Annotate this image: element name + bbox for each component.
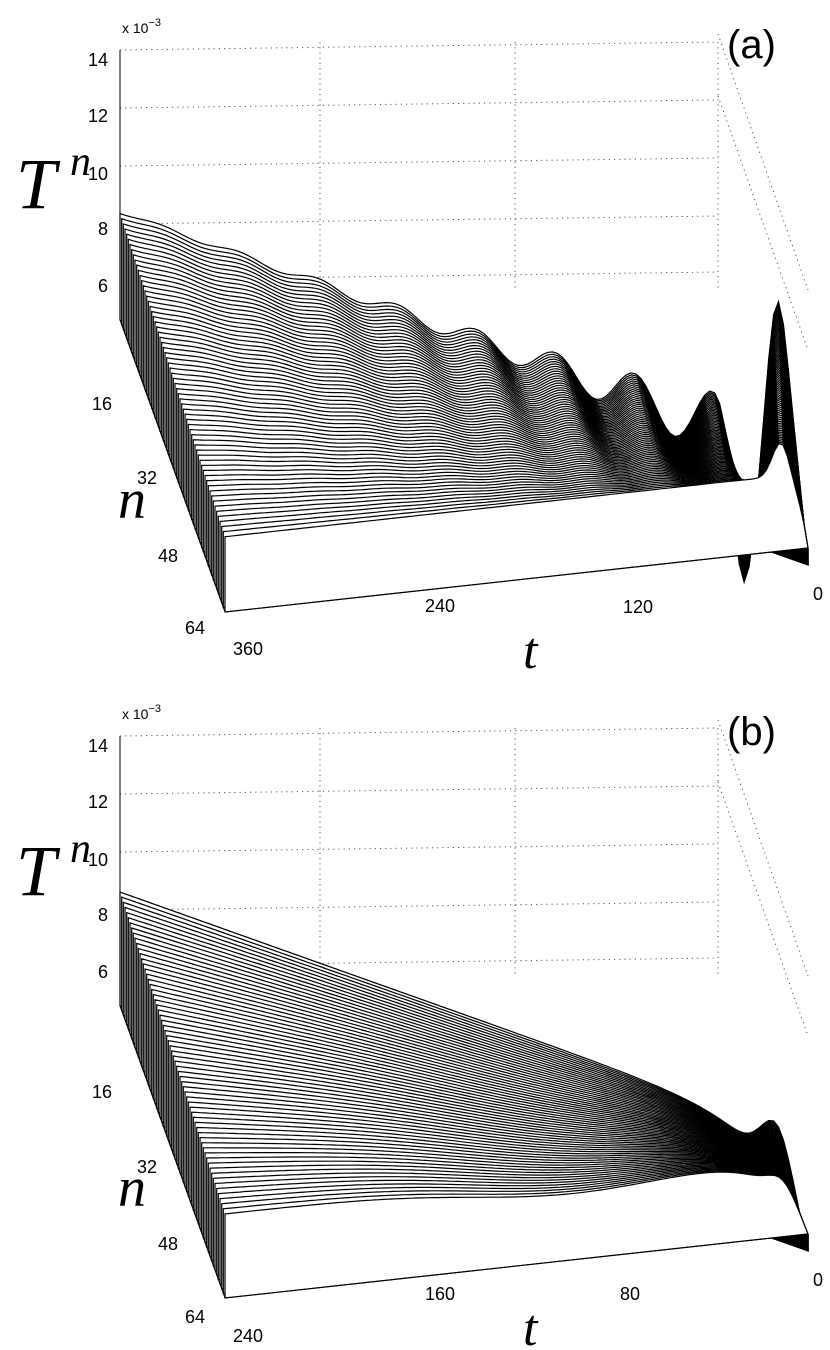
panel-b-grid-h-1 — [119, 785, 719, 795]
panel-b-n-tick-48: 48 — [158, 1234, 178, 1254]
panel-b-grid-diag — [717, 719, 809, 977]
panel-b-n-tick-64: 64 — [185, 1307, 205, 1327]
panel-b-trace-n64 — [224, 1171, 809, 1299]
panel-a-n-tick-64: 64 — [185, 618, 205, 638]
panel-b-z-multiplier: x 10−3 — [122, 703, 161, 722]
panel-a-depth-axis-label: n — [118, 469, 146, 531]
panel-a-t-axis — [224, 547, 809, 613]
panel-a-z-tick-14: 14 — [88, 50, 108, 70]
panel-a-y-axis-subscript: n — [70, 139, 91, 185]
panel-a-n-axis — [119, 319, 226, 613]
panel-b-n-tick-32: 32 — [137, 1157, 157, 1177]
panel-a-n-tick-32: 32 — [137, 468, 157, 488]
panel-b-t-tick-160: 160 — [425, 1284, 455, 1304]
panel-b-frame — [119, 736, 809, 1299]
panel-a-n-tick-48: 48 — [158, 546, 178, 566]
panel-b-n-axis — [119, 1005, 226, 1299]
panel-a-z-tick-10: 10 — [88, 164, 108, 184]
panel-a-z-tick-12: 12 — [88, 106, 108, 126]
panel-b-n-tick-16: 16 — [92, 1082, 112, 1102]
panel-a-y-axis-label: T — [16, 144, 61, 224]
panel-a-x-axis-label: t — [523, 623, 539, 680]
panel-a-z-tick-8: 8 — [98, 219, 108, 239]
panel-b-grid-h-2 — [119, 843, 719, 853]
panel-a-frame — [119, 50, 809, 613]
panel-a-grid-h-0 — [119, 41, 719, 51]
panel-a-grid-h-1 — [119, 99, 719, 109]
panel-b-grid-diag-2 — [717, 781, 809, 1037]
panel-a-n-tick-16: 16 — [92, 394, 112, 414]
panel-b-surface — [119, 891, 809, 1299]
panel-a-label: (a) — [727, 23, 776, 67]
panel-a: x 10−3 14 12 10 8 6 16 32 48 64 360 240 … — [16, 17, 823, 680]
panel-a-grid-h-3 — [119, 215, 719, 225]
panel-b-z-tick-12: 12 — [88, 792, 108, 812]
panel-a-t-tick-240: 240 — [425, 596, 455, 616]
panel-b-depth-axis-label: n — [118, 1157, 146, 1219]
panel-a-surface — [119, 212, 809, 613]
panel-a-t-tick-360: 360 — [233, 639, 263, 659]
panel-a-t-tick-0: 0 — [813, 584, 823, 604]
panel-b-y-axis-label: T — [16, 831, 61, 911]
panel-b-t-tick-0: 0 — [813, 1270, 823, 1290]
panel-a-z-tick-6: 6 — [98, 276, 108, 296]
panel-b-label: (b) — [727, 710, 776, 754]
panel-a-grid-h-2 — [119, 157, 719, 167]
panel-b-t-tick-240: 240 — [233, 1326, 263, 1346]
panel-b-z-tick-6: 6 — [98, 962, 108, 982]
panel-a-grid-diag — [717, 33, 809, 291]
panel-b-y-axis-subscript: n — [70, 826, 91, 872]
panel-a-grid-diag-2 — [717, 95, 809, 351]
panel-b-z-tick-10: 10 — [88, 850, 108, 870]
panel-b-grid-h-3 — [119, 901, 719, 911]
panel-b: x 10−3 14 12 10 8 6 16 32 48 64 240 160 … — [16, 703, 823, 1350]
panel-a-t-tick-120: 120 — [623, 597, 653, 617]
panel-b-grid-h-0 — [119, 727, 719, 737]
panel-b-z-tick-8: 8 — [98, 905, 108, 925]
panel-b-t-tick-80: 80 — [620, 1284, 640, 1304]
panel-a-z-multiplier: x 10−3 — [122, 17, 161, 36]
panel-b-z-tick-14: 14 — [88, 736, 108, 756]
panel-a-trace-n64 — [224, 442, 809, 613]
panel-b-t-axis — [224, 1233, 809, 1299]
panel-b-x-axis-label: t — [523, 1300, 539, 1350]
